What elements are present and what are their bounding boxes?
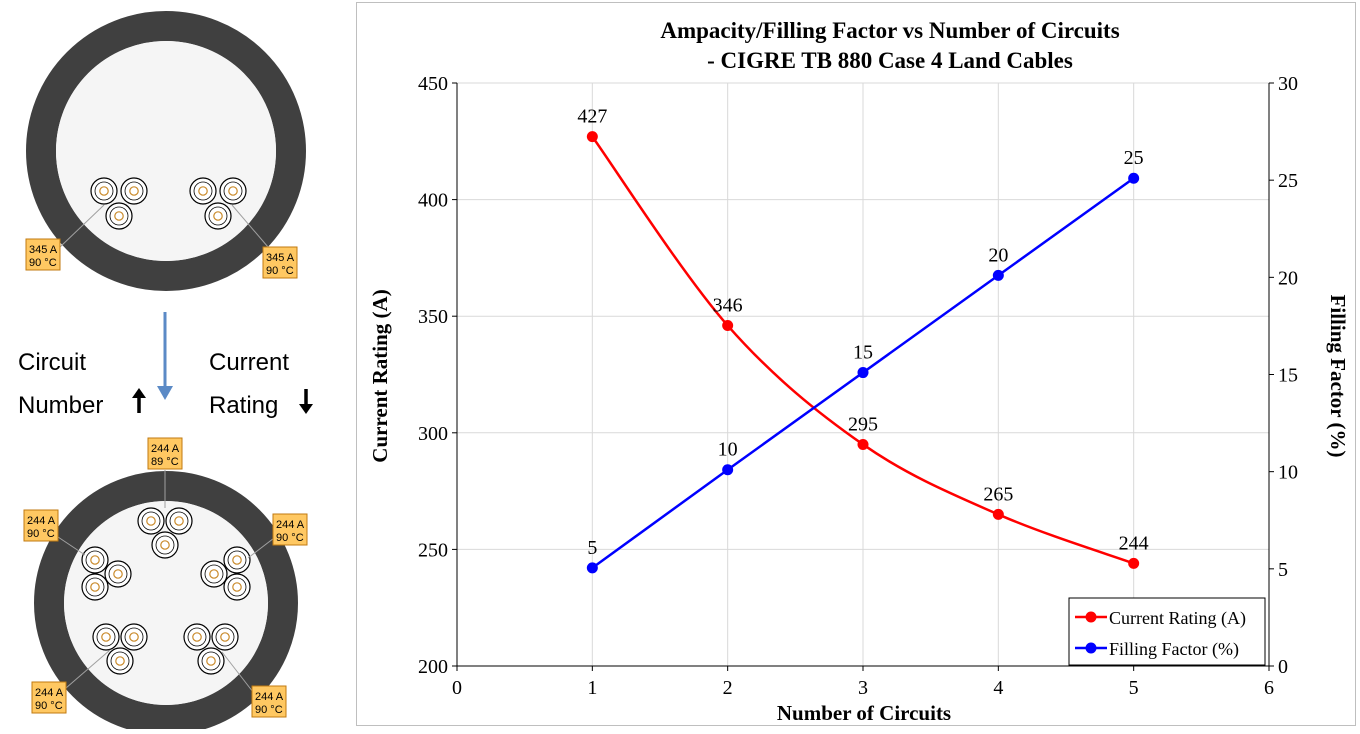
- data-label-1: 15: [853, 342, 873, 364]
- conduit-after: 244 A 89 °C 244 A 90 °C 244 A 90 °C 244 …: [23, 437, 308, 734]
- legend-box: [1068, 597, 1266, 666]
- rating-tag: 244 A 89 °C: [147, 437, 183, 470]
- data-label-0: 295: [848, 413, 878, 435]
- tag-temperature: 90 °C: [35, 700, 63, 712]
- data-point-0: [1128, 557, 1140, 569]
- y2-tick-label: 20: [1278, 267, 1298, 289]
- legend-entry-current: Current Rating (A): [1075, 608, 1246, 629]
- y2-tick-label: 25: [1278, 170, 1298, 192]
- x-tick-label: 5: [1129, 677, 1139, 699]
- current-label-line1: Current: [209, 349, 289, 376]
- conduit-wall: [34, 471, 298, 734]
- data-point-0: [857, 438, 869, 450]
- rating-tag: 345 A 90 °C: [25, 238, 61, 271]
- legend-marker-filling: [1085, 642, 1097, 654]
- legend-marker-current: [1085, 611, 1097, 623]
- y-tick-label: 350: [418, 306, 448, 328]
- data-point-1: [586, 562, 598, 574]
- y2-tick-label: 10: [1278, 462, 1298, 484]
- data-point-0: [992, 508, 1004, 520]
- chart-title-line1: Ampacity/Filling Factor vs Number of Cir…: [660, 18, 1119, 43]
- data-point-0: [586, 131, 598, 143]
- series: [586, 131, 1140, 574]
- tag-current: 244 A: [27, 515, 56, 527]
- chart-title-line2: - CIGRE TB 880 Case 4 Land Cables: [707, 48, 1073, 73]
- conduit-before: 345 A 90 °C 345 A 90 °C: [25, 11, 306, 291]
- x-tick-label: 0: [452, 677, 462, 699]
- x-tick-label: 1: [587, 677, 597, 699]
- tag-current: 345 A: [29, 244, 58, 256]
- legend-label-current: Current Rating (A): [1109, 608, 1246, 629]
- conduit-interior: [56, 41, 276, 261]
- circuit-label-line1: Circuit: [18, 349, 86, 376]
- y2-tick-label: 5: [1278, 559, 1288, 581]
- tag-temperature: 90 °C: [266, 265, 294, 277]
- rating-tag: 244 A 90 °C: [251, 685, 287, 718]
- x-tick-label: 2: [723, 677, 733, 699]
- data-label-1: 10: [718, 439, 738, 461]
- y2-tick-label: 15: [1278, 365, 1298, 387]
- cable-illustration: 345 A 90 °C 345 A 90 °C Circuit Number C…: [18, 11, 313, 734]
- data-label-1: 5: [587, 537, 597, 559]
- data-label-0: 346: [713, 295, 743, 317]
- arrow-down-icon: [299, 389, 313, 414]
- data-point-1: [1128, 172, 1140, 184]
- ampacity-chart: Ampacity/Filling Factor vs Number of Cir…: [368, 18, 1350, 725]
- data-label-1: 25: [1124, 147, 1144, 169]
- data-point-1: [857, 367, 869, 379]
- data-label-1: 20: [988, 244, 1008, 266]
- data-label-0: 244: [1119, 532, 1149, 554]
- y-tick-label: 400: [418, 190, 448, 212]
- x-axis-title: Number of Circuits: [777, 701, 951, 725]
- series-line-0: [591, 135, 1135, 565]
- rating-tag: 244 A 90 °C: [23, 509, 59, 542]
- current-label-line2: Rating: [209, 392, 278, 419]
- data-label-0: 427: [577, 106, 607, 128]
- conduit-wall: [26, 11, 306, 291]
- tag-current: 345 A: [266, 252, 295, 264]
- tag-temperature: 90 °C: [27, 528, 55, 540]
- rating-tag: 244 A 90 °C: [31, 681, 67, 714]
- tag-temperature: 89 °C: [151, 456, 179, 468]
- y-tick-label: 300: [418, 423, 448, 445]
- legend-entry-filling: Filling Factor (%): [1075, 639, 1239, 660]
- legend-label-filling: Filling Factor (%): [1109, 639, 1239, 660]
- y-tick-label: 250: [418, 539, 448, 561]
- transition-arrow: [157, 312, 173, 400]
- tag-current: 244 A: [35, 687, 64, 699]
- tag-temperature: 90 °C: [276, 532, 304, 544]
- axes: 0 1 2 3 4 5 6 200 250 300 350 400 450 0 5 10 15 20 25 30: [418, 73, 1298, 699]
- tag-current: 244 A: [255, 691, 284, 703]
- tag-temperature: 90 °C: [255, 704, 283, 716]
- arrow-up-icon: [132, 388, 146, 413]
- y-tick-label: 450: [418, 73, 448, 95]
- cable-illustration-panel: 345 A 90 °C 345 A 90 °C Circuit Number C…: [0, 0, 350, 734]
- tag-current: 244 A: [276, 519, 305, 531]
- circuit-label-line2: Number: [18, 392, 103, 419]
- data-point-1: [722, 464, 734, 476]
- data-labels: 427 346 295 265 244 5 10 15 20 25: [577, 106, 1148, 559]
- legend: Current Rating (A) Filling Factor (%): [1068, 597, 1266, 666]
- x-tick-label: 6: [1264, 677, 1274, 699]
- y2-axis-title: Filling Factor (%): [1326, 295, 1350, 458]
- data-label-0: 265: [983, 483, 1013, 505]
- rating-tag: 244 A 90 °C: [272, 513, 308, 546]
- data-point-1: [992, 269, 1004, 281]
- y-tick-label: 200: [418, 656, 448, 678]
- chart-panel: Ampacity/Filling Factor vs Number of Cir…: [356, 2, 1356, 726]
- data-point-0: [722, 320, 734, 332]
- tag-current: 244 A: [151, 443, 180, 455]
- x-tick-label: 3: [858, 677, 868, 699]
- x-tick-label: 4: [993, 677, 1003, 699]
- y2-tick-label: 30: [1278, 73, 1298, 95]
- tag-temperature: 90 °C: [29, 257, 57, 269]
- rating-tag: 345 A 90 °C: [262, 246, 298, 279]
- y-axis-title: Current Rating (A): [368, 289, 392, 462]
- y2-tick-label: 0: [1278, 656, 1288, 678]
